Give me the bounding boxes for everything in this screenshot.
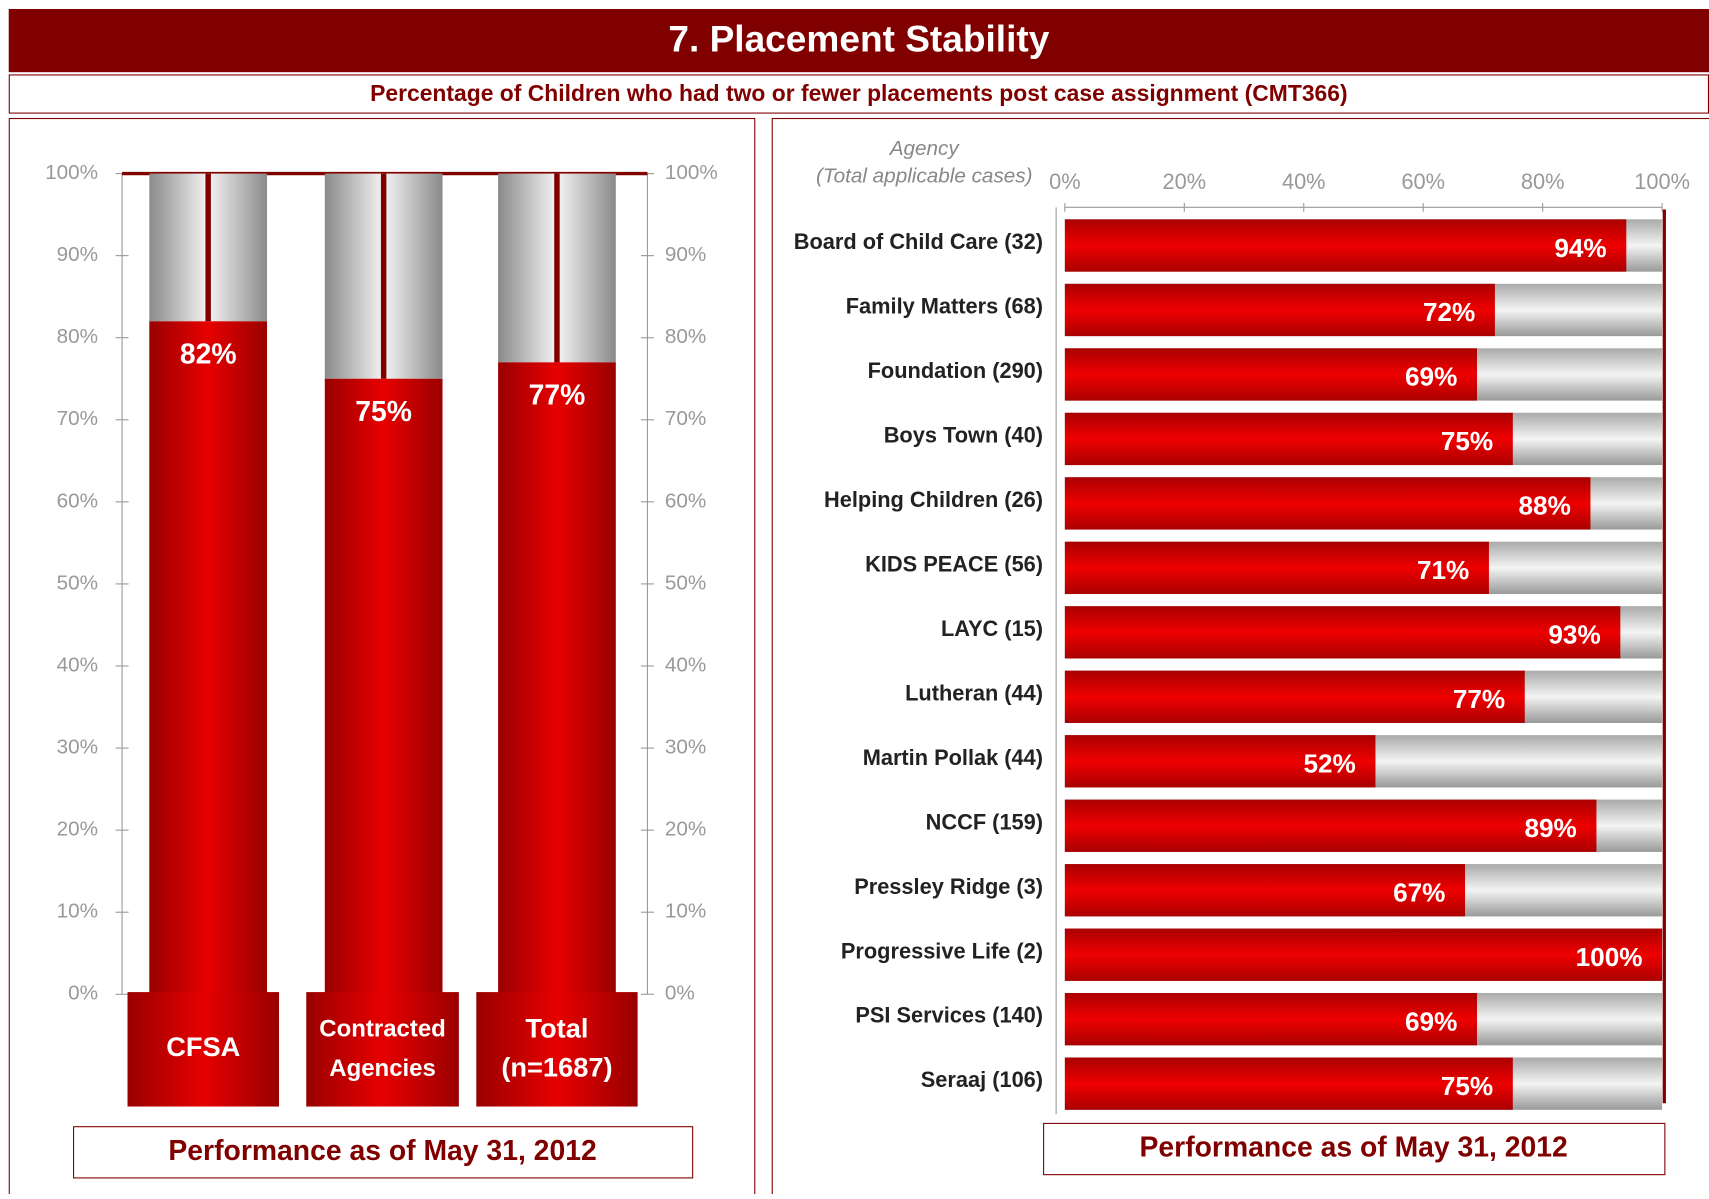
caption-box — [73, 1126, 694, 1179]
y2-tick-label: 0% — [665, 982, 695, 1005]
y-tick-label: Family Matters (68) — [846, 294, 1043, 319]
bar — [1064, 219, 1627, 272]
category-box — [306, 992, 459, 1107]
value-label: 88% — [1519, 491, 1571, 521]
value-label: 72% — [1423, 297, 1475, 327]
title: 7. Placement Stability — [668, 17, 1049, 59]
bar — [1064, 670, 1525, 723]
x-tick-label: 100% — [1634, 169, 1690, 194]
y2-tick-label: 60% — [665, 489, 706, 512]
value-label: 94% — [1554, 233, 1606, 263]
bar — [1064, 606, 1621, 659]
y-tick-label: 30% — [57, 736, 98, 759]
y-tick-label: KIDS PEACE (56) — [865, 551, 1043, 576]
bar — [498, 362, 616, 995]
bar — [1064, 799, 1597, 852]
bar — [149, 321, 268, 995]
value-label: 77% — [529, 380, 586, 412]
y-tick-label: 60% — [57, 489, 98, 512]
y-tick-label: Foundation (290) — [868, 358, 1043, 383]
y2-tick-label: 70% — [665, 407, 706, 430]
y-tick-label: 20% — [57, 818, 98, 841]
value-label: 67% — [1393, 877, 1445, 907]
x-tick-label: 80% — [1521, 169, 1565, 194]
value-label: 100% — [1576, 942, 1643, 972]
value-label: 77% — [1453, 684, 1505, 714]
value-label: 82% — [180, 339, 237, 371]
bar — [1064, 928, 1663, 981]
y-tick-label: NCCF (159) — [926, 809, 1043, 834]
y2-tick-label: 40% — [665, 653, 706, 676]
category-box — [476, 992, 638, 1107]
category-box — [127, 992, 280, 1107]
x-tick-label: CFSA — [166, 1031, 240, 1062]
bar — [1064, 541, 1489, 595]
value-label: 89% — [1524, 813, 1576, 843]
subtitle: Percentage of Children who had two or fe… — [370, 80, 1348, 106]
y2-tick-label: 30% — [665, 736, 706, 759]
y-tick-label: Board of Child Care (32) — [794, 229, 1043, 254]
y-tick-label: 0% — [68, 982, 98, 1005]
y-tick-label: Lutheran (44) — [905, 680, 1043, 705]
value-label: 75% — [1441, 1071, 1493, 1101]
x-tick-label: 60% — [1401, 169, 1445, 194]
y-tick-label: PSI Services (140) — [855, 1003, 1043, 1028]
caption-box — [1043, 1122, 1666, 1176]
bar — [1064, 283, 1495, 337]
y-tick-label: 10% — [57, 900, 98, 923]
title-bar — [8, 8, 1709, 73]
x-tick-label: 40% — [1282, 169, 1326, 194]
bar — [1064, 864, 1466, 917]
x-tick-label: Total (n=1687) — [501, 1012, 612, 1082]
y-tick-label: Seraaj (106) — [921, 1067, 1043, 1092]
y2-tick-label: 10% — [665, 900, 706, 923]
subtitle-box — [8, 74, 1709, 114]
y-tick-label: LAYC (15) — [941, 616, 1043, 641]
y-tick-label: 40% — [57, 653, 98, 676]
x-tick-label: Contracted Agencies — [319, 1016, 446, 1082]
value-label: 75% — [1441, 426, 1493, 456]
value-label: 71% — [1417, 555, 1469, 585]
caption: Performance as of May 31, 2012 — [168, 1135, 596, 1167]
bar — [1064, 735, 1376, 788]
y-tick-label: 100% — [45, 161, 98, 184]
bar — [1064, 348, 1477, 401]
value-label: 75% — [355, 396, 412, 428]
y-tick-label: Progressive Life (2) — [841, 938, 1043, 963]
y-tick-label: Pressley Ridge (3) — [854, 874, 1043, 899]
value-label: 52% — [1303, 749, 1355, 779]
y2-tick-label: 90% — [665, 243, 706, 266]
y-tick-label: 80% — [57, 325, 98, 348]
y-tick-label: 70% — [57, 407, 98, 430]
y2-tick-label: 80% — [665, 325, 706, 348]
y-tick-label: Martin Pollak (44) — [863, 745, 1043, 770]
y2-tick-label: 20% — [665, 818, 706, 841]
bar — [1064, 412, 1513, 466]
y2-tick-label: 50% — [665, 571, 706, 594]
y-axis-title: Agency (Total applicable cases) — [816, 137, 1033, 187]
y-tick-label: 90% — [57, 243, 98, 266]
x-tick-label: 0% — [1049, 169, 1080, 194]
bar — [324, 378, 443, 995]
value-label: 69% — [1405, 1006, 1457, 1036]
value-label: 69% — [1405, 362, 1457, 392]
y-tick-label: 50% — [57, 571, 98, 594]
bar — [1064, 993, 1477, 1046]
y-tick-label: Boys Town (40) — [884, 422, 1043, 447]
x-tick-label: 20% — [1163, 169, 1207, 194]
caption: Performance as of May 31, 2012 — [1140, 1132, 1568, 1164]
value-label: 93% — [1548, 620, 1600, 650]
y-tick-label: Helping Children (26) — [824, 487, 1043, 512]
bar — [1064, 1057, 1513, 1110]
bar — [1064, 477, 1591, 530]
y2-tick-label: 100% — [665, 161, 718, 184]
